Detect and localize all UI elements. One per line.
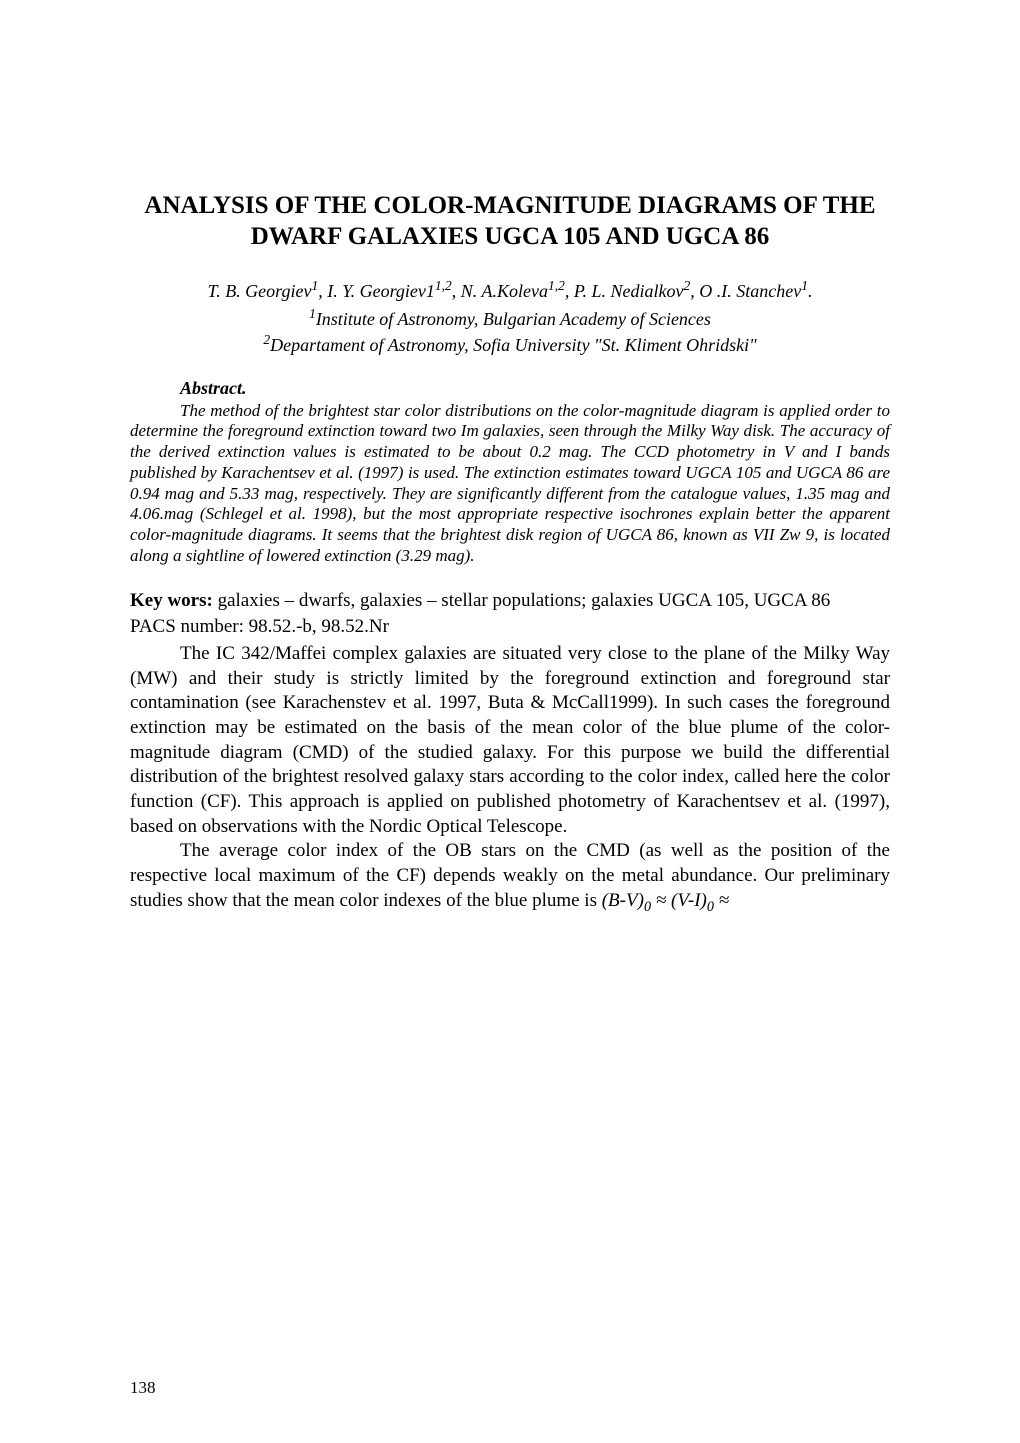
- pacs-line: PACS number: 98.52.-b, 98.52.Nr: [130, 615, 890, 640]
- body-paragraph-1: The IC 342/Maffei complex galaxies are s…: [130, 642, 890, 840]
- page-number: 138: [130, 1378, 156, 1398]
- abstract-body: The method of the brightest star color d…: [130, 401, 890, 567]
- keywords-text: galaxies – dwarfs, galaxies – stellar po…: [213, 590, 830, 611]
- paper-title: ANALYSIS OF THE COLOR-MAGNITUDE DIAGRAMS…: [130, 190, 890, 253]
- keywords-label: Key wors:: [130, 590, 213, 611]
- body-paragraph-2: The average color index of the OB stars …: [130, 839, 890, 916]
- author-list: T. B. Georgiev1, I. Y. Georgiev11,2, N. …: [130, 277, 890, 303]
- affiliations: 1Institute of Astronomy, Bulgarian Acade…: [130, 305, 890, 358]
- keywords-line: Key wors: galaxies – dwarfs, galaxies – …: [130, 589, 890, 614]
- abstract-heading: Abstract.: [130, 378, 890, 399]
